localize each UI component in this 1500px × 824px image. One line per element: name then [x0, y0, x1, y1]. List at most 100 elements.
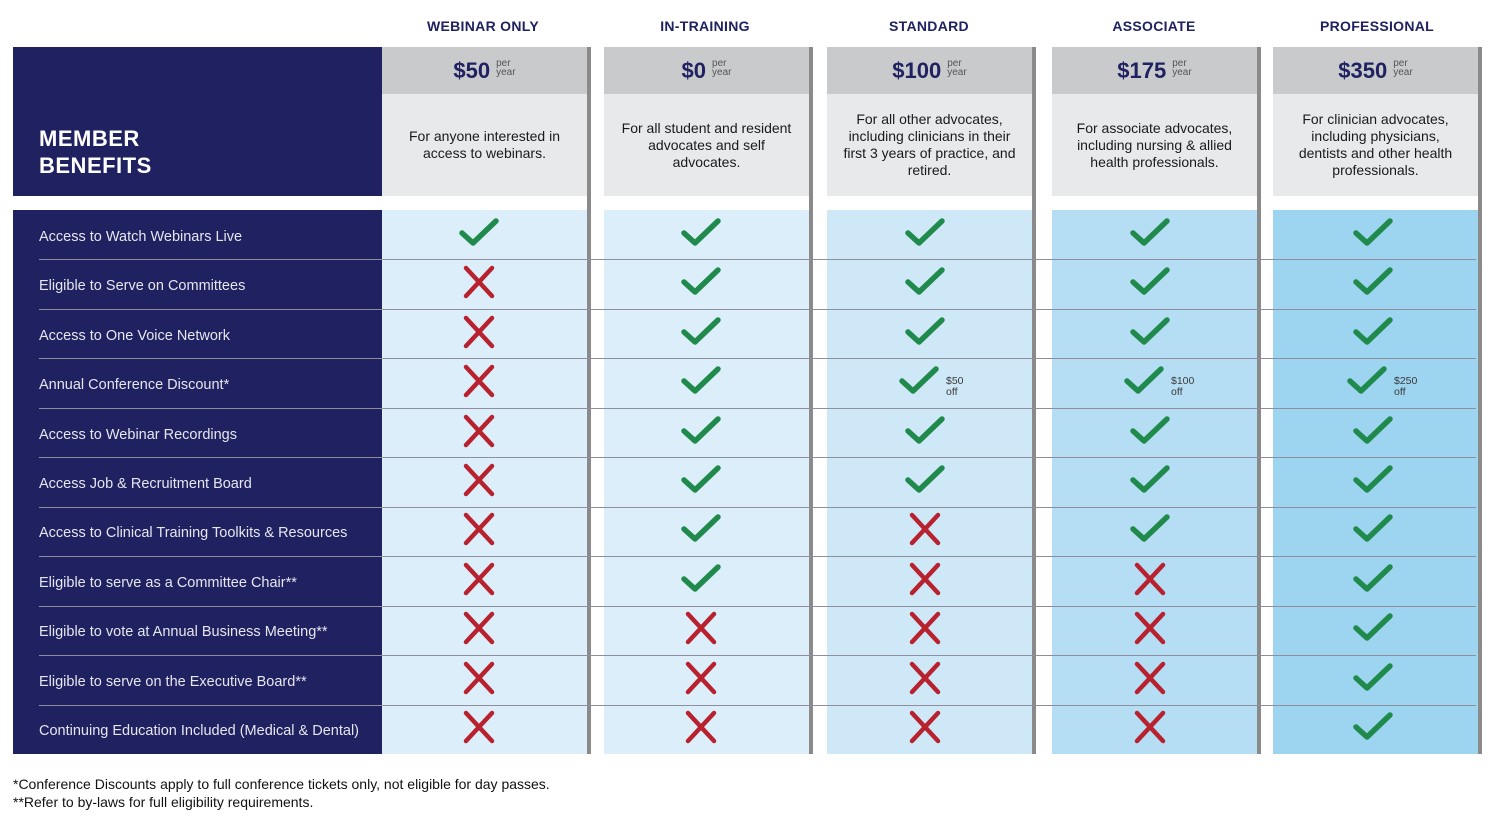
price-unit-label: year	[1172, 66, 1192, 78]
row-divider	[39, 407, 1476, 409]
cross-icon	[903, 709, 947, 745]
cross-icon	[457, 363, 501, 399]
header-title-line2: BENEFITS	[39, 153, 152, 178]
tier-description-text: For clinician advocates, including physi…	[1298, 111, 1453, 178]
member-benefits-header: MEMBER BENEFITS	[13, 47, 382, 196]
column-separator	[1032, 47, 1036, 754]
cross-icon	[903, 660, 947, 696]
check-icon	[679, 363, 723, 399]
tier-price-box: $50 per year	[382, 47, 587, 94]
benefit-label: Eligible to vote at Annual Business Meet…	[39, 624, 328, 641]
check-icon	[679, 264, 723, 300]
cross-icon	[457, 660, 501, 696]
footnote-conference: *Conference Discounts apply to full conf…	[13, 776, 550, 792]
tier-description: For clinician advocates, including physi…	[1273, 94, 1478, 196]
check-icon	[457, 215, 501, 251]
check-icon	[1351, 314, 1395, 350]
tier-description-text: For anyone interested in access to webin…	[409, 128, 560, 161]
footnote-bylaws: **Refer to by-laws for full eligibility …	[13, 794, 314, 810]
cross-icon	[457, 561, 501, 597]
benefit-label: Eligible to Serve on Committees	[39, 278, 246, 295]
benefit-label: Eligible to serve as a Committee Chair**	[39, 574, 297, 591]
tier-title: STANDARD	[889, 18, 969, 34]
tier-description-text: For all student and resident advocates a…	[621, 119, 792, 170]
tier-price-period: per year	[1172, 58, 1192, 78]
tier-description: For associate advocates, including nursi…	[1052, 94, 1257, 196]
check-icon	[679, 215, 723, 251]
check-icon	[903, 413, 947, 449]
benefit-label: Eligible to serve on the Executive Board…	[39, 673, 307, 690]
cross-icon	[457, 709, 501, 745]
tier-price: $0	[681, 57, 707, 83]
tier-price-period: per year	[496, 57, 516, 78]
price-unit-label: year	[496, 66, 516, 78]
cross-icon	[1128, 561, 1172, 597]
row-divider	[39, 556, 1476, 558]
column-separator	[1478, 47, 1482, 754]
price-per-label: per	[947, 57, 962, 69]
header-title-line1: MEMBER	[39, 126, 140, 151]
tier-price: $175	[1117, 57, 1167, 83]
cross-icon	[457, 264, 501, 300]
check-icon	[1128, 264, 1172, 300]
tier-title: IN-TRAINING	[660, 18, 750, 34]
check-icon	[679, 511, 723, 547]
cross-icon	[457, 413, 501, 449]
tier-column-background	[382, 210, 587, 754]
column-separator	[587, 47, 591, 754]
check-icon	[1345, 363, 1389, 399]
tier-price-period: per year	[1393, 57, 1413, 78]
check-icon	[1351, 462, 1395, 498]
benefit-label: Continuing Education Included (Medical &…	[39, 723, 359, 740]
check-icon	[1351, 511, 1395, 547]
price-unit-label: year	[1393, 66, 1413, 78]
benefit-label: Annual Conference Discount*	[39, 377, 230, 394]
check-icon	[679, 314, 723, 350]
tier-price-period: per year	[947, 57, 967, 78]
tier-price-box: $100 per year	[827, 47, 1032, 94]
row-divider	[39, 308, 1476, 310]
tier-price-period: per year	[712, 58, 731, 77]
cross-icon	[903, 610, 947, 646]
tier-title: WEBINAR ONLY	[427, 18, 539, 34]
tier-price-box: $0 per year	[604, 47, 809, 94]
tier-price-box: $350 per year	[1273, 47, 1478, 94]
discount-off: off	[1171, 386, 1183, 399]
tier-price: $350	[1338, 57, 1388, 83]
tier-description: For all other advocates, including clini…	[827, 94, 1032, 196]
check-icon	[1351, 610, 1395, 646]
cross-icon	[679, 610, 723, 646]
tier-title: PROFESSIONAL	[1319, 18, 1435, 34]
discount-amount: $100	[1171, 375, 1195, 388]
price-unit-label: year	[947, 66, 967, 78]
benefit-label: Access to Watch Webinars Live	[39, 228, 243, 245]
tier-description-text: For associate advocates, including nursi…	[1076, 119, 1233, 170]
benefit-label-column	[13, 210, 382, 754]
row-divider	[39, 259, 1476, 261]
row-divider	[39, 704, 1476, 706]
cross-icon	[1128, 610, 1172, 646]
benefit-label: Access to One Voice Network	[39, 327, 230, 344]
check-icon	[679, 561, 723, 597]
check-icon	[1351, 413, 1395, 449]
discount-off: off	[1394, 386, 1406, 399]
cross-icon	[1128, 709, 1172, 745]
tier-title: ASSOCIATE	[1112, 18, 1196, 34]
column-separator	[1257, 47, 1261, 754]
column-separator	[809, 47, 813, 754]
cross-icon	[457, 610, 501, 646]
cross-icon	[457, 462, 501, 498]
discount-amount: $250	[1394, 375, 1418, 388]
price-per-label: per	[496, 57, 511, 69]
check-icon	[1122, 363, 1166, 399]
benefit-label: Access to Webinar Recordings	[39, 426, 237, 443]
price-per-label: per	[1393, 57, 1408, 69]
cross-icon	[457, 314, 501, 350]
row-divider	[39, 457, 1476, 459]
check-icon	[679, 413, 723, 449]
tier-description: For all student and resident advocates a…	[604, 94, 809, 196]
check-icon	[897, 363, 941, 399]
cross-icon	[903, 511, 947, 547]
check-icon	[1351, 215, 1395, 251]
check-icon	[1351, 660, 1395, 696]
